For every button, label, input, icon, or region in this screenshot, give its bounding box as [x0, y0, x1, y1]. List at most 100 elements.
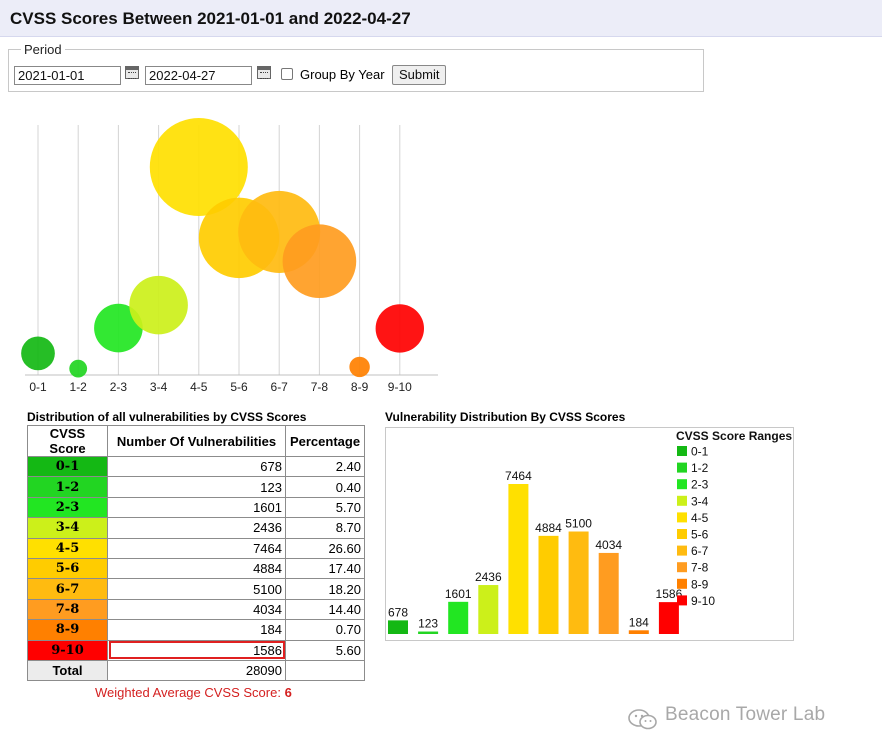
- bubble-x-tick-label: 9-10: [388, 380, 412, 394]
- table-row: 7-8 4034 14.40: [27, 598, 365, 621]
- bar-value-label: 5100: [565, 517, 592, 531]
- bubble-x-tick-label: 3-4: [150, 380, 168, 394]
- title-bar: CVSS Scores Between 2021-01-01 and 2022-…: [0, 0, 882, 37]
- percentage-cell: 0.40: [285, 476, 365, 498]
- header-cvss-score: CVSS Score: [27, 425, 108, 457]
- weighted-average: Weighted Average CVSS Score: 6: [95, 685, 292, 700]
- distribution-table: CVSS Score Number Of Vulnerabilities Per…: [27, 425, 365, 682]
- bubble-point-4-5[interactable]: [149, 118, 248, 216]
- end-date-input[interactable]: 2022-04-27: [145, 66, 252, 85]
- percentage-cell: 14.40: [285, 598, 365, 621]
- period-fieldset: Period: [8, 42, 704, 92]
- total-pct-empty: [285, 659, 365, 682]
- bar-1-2[interactable]: [418, 631, 439, 634]
- count-cell: 4884: [107, 557, 286, 580]
- percentage-cell: 18.20: [285, 578, 365, 600]
- bubble-x-tick-label: 5-6: [230, 380, 248, 394]
- count-cell: 678: [107, 455, 286, 478]
- legend-label: 8-9: [691, 577, 709, 591]
- legend-swatch: [677, 479, 687, 490]
- bubble-x-tick-label: 2-3: [110, 380, 128, 394]
- weighted-average-value: 6: [284, 685, 292, 700]
- period-legend: Period: [24, 42, 62, 57]
- legend-swatch: [677, 512, 687, 523]
- bubble-chart: 0-1 1-2 2-3 3-4 4-5 5-6 6-7 7-8 8-9 9-10: [21, 118, 438, 394]
- bubble-point-3-4[interactable]: [129, 275, 188, 335]
- bar-value-label: 4884: [535, 521, 562, 535]
- bubble-point-8-9[interactable]: [349, 356, 370, 378]
- bubble-x-tick-label: 0-1: [29, 380, 47, 394]
- percentage-cell: 5.70: [285, 496, 365, 519]
- table-row: 9-10 1586 5.60: [27, 639, 365, 661]
- legend-label: 4-5: [691, 511, 709, 525]
- bar-6-7[interactable]: [568, 531, 589, 634]
- table-row: 1-2 123 0.40: [27, 476, 365, 498]
- legend-swatch: [677, 578, 687, 589]
- score-range-cell: 4-5: [27, 537, 108, 559]
- wechat-icon: [628, 709, 657, 730]
- bar-value-label: 1601: [445, 587, 472, 601]
- group-by-year-label: Group By Year: [300, 67, 385, 82]
- score-range-cell: 9-10: [27, 639, 108, 661]
- legend-swatch: [677, 595, 687, 606]
- start-date-input[interactable]: 2021-01-01: [14, 66, 121, 85]
- bubble-x-tick-label: 4-5: [190, 380, 208, 394]
- legend-label: 3-4: [691, 494, 709, 508]
- bar-8-9[interactable]: [628, 630, 649, 634]
- score-range-cell: 5-6: [27, 557, 108, 580]
- page-title: CVSS Scores Between 2021-01-01 and 2022-…: [10, 9, 411, 28]
- percentage-cell: 0.70: [285, 619, 365, 641]
- submit-button[interactable]: Submit: [392, 65, 447, 85]
- bubble-x-tick-label: 7-8: [311, 380, 329, 394]
- weighted-average-label: Weighted Average CVSS Score:: [95, 685, 281, 700]
- bubble-x-tick-label: 1-2: [70, 380, 88, 394]
- legend-swatch: [677, 495, 687, 506]
- legend-label: 5-6: [691, 528, 709, 542]
- bar-2-3[interactable]: [448, 601, 469, 634]
- score-range-cell: 1-2: [27, 476, 108, 498]
- table-row: 3-4 2436 8.70: [27, 517, 365, 539]
- table-total-row: Total 28090: [27, 659, 365, 682]
- score-range-cell: 2-3: [27, 496, 108, 519]
- total-count: 28090: [107, 659, 286, 682]
- score-range-cell: 3-4: [27, 517, 108, 539]
- legend-label: 7-8: [691, 561, 709, 575]
- bar-4-5[interactable]: [508, 484, 529, 634]
- bar-value-label: 184: [629, 615, 649, 629]
- count-cell: 1601: [107, 496, 286, 519]
- table-row: 8-9 184 0.70: [27, 619, 365, 641]
- legend-title: CVSS Score Ranges: [676, 429, 792, 443]
- count-cell: 4034: [107, 598, 286, 621]
- start-calendar-icon[interactable]: [125, 66, 139, 79]
- legend-swatch: [677, 446, 687, 456]
- bar-0-1[interactable]: [388, 620, 408, 634]
- bar-9-10[interactable]: [658, 602, 679, 634]
- bubble-point-9-10[interactable]: [375, 304, 425, 353]
- percentage-cell: 17.40: [285, 557, 365, 580]
- score-range-cell: 8-9: [27, 619, 108, 641]
- score-range-cell: 7-8: [27, 598, 108, 621]
- legend-label: 0-1: [691, 445, 709, 459]
- count-cell: 2436: [107, 517, 286, 539]
- count-cell: 123: [107, 476, 286, 498]
- table-header-row: CVSS Score Number Of Vulnerabilities Per…: [27, 425, 365, 457]
- count-cell: 5100: [107, 578, 286, 600]
- bar-5-6[interactable]: [538, 535, 559, 634]
- bar-3-4[interactable]: [478, 585, 499, 634]
- percentage-cell: 8.70: [285, 517, 365, 539]
- bar-value-label: 123: [418, 617, 438, 631]
- bubble-point-7-8[interactable]: [282, 224, 357, 299]
- bubble-point-1-2[interactable]: [69, 359, 88, 378]
- bar-7-8[interactable]: [598, 552, 619, 634]
- percentage-cell: 2.40: [285, 455, 365, 478]
- end-calendar-icon[interactable]: [257, 66, 271, 79]
- table-row: 6-7 5100 18.20: [27, 578, 365, 600]
- total-label: Total: [27, 659, 108, 682]
- score-range-cell: 6-7: [27, 578, 108, 600]
- table-row: 5-6 4884 17.40: [27, 557, 365, 580]
- percentage-cell: 5.60: [285, 639, 365, 661]
- group-by-year-checkbox[interactable]: [281, 68, 293, 80]
- bubble-point-0-1[interactable]: [21, 336, 55, 371]
- bubble-point-2-3[interactable]: [94, 303, 143, 353]
